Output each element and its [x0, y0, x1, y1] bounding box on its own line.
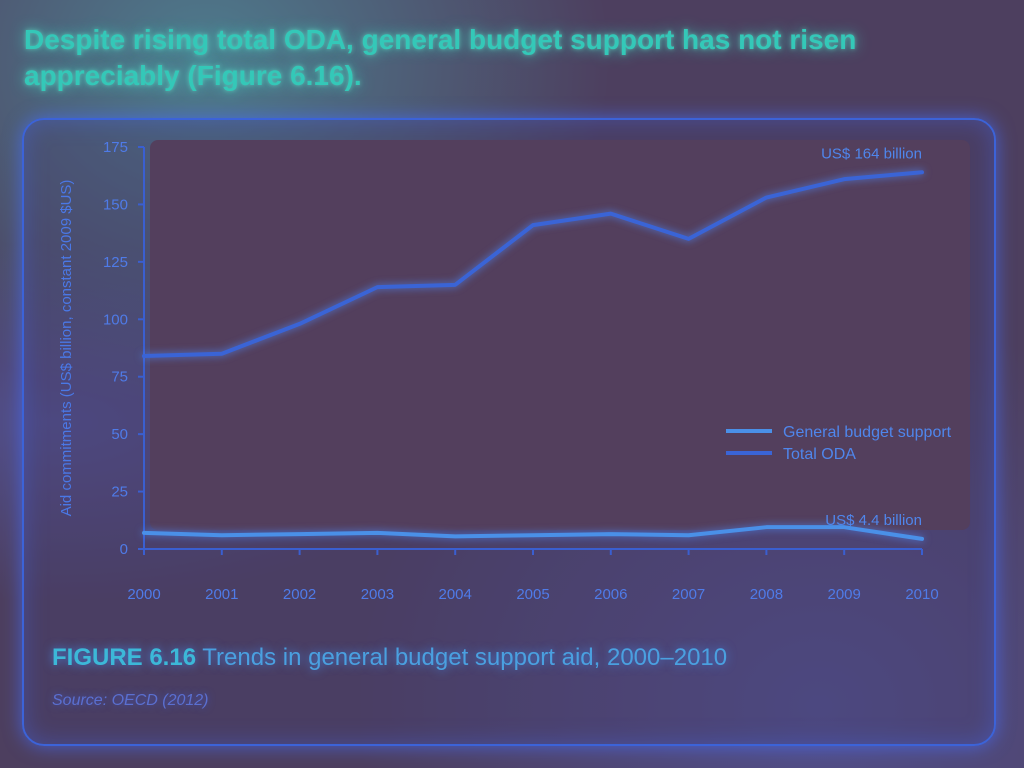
data-point-general-budget-support [453, 534, 457, 538]
figure-source: Source: OECD (2012) [52, 692, 209, 709]
figure-caption: FIGURE 6.16 Trends in general budget sup… [52, 644, 727, 672]
y-tick-label: 25 [111, 484, 128, 501]
y-axis: 0 25 50 75 100 125 150 175 Aid commitments (US$ … [58, 139, 145, 558]
x-tick-label: 2005 [516, 586, 549, 603]
data-point-total-oda [298, 322, 302, 326]
data-point-total-oda [531, 223, 535, 227]
data-point-general-budget-support [687, 533, 691, 537]
data-point-total-oda [842, 177, 846, 181]
plot-area-shade [150, 140, 970, 530]
data-point-general-budget-support [609, 532, 613, 536]
y-tick-label: 0 [120, 541, 128, 558]
data-point-general-budget-support [842, 525, 846, 529]
y-tick-label: 100 [103, 311, 128, 328]
x-tick-label: 2008 [750, 586, 783, 603]
series-line-total-oda [142, 170, 924, 359]
figure-label: FIGURE 6.16 [52, 644, 197, 671]
data-point-total-oda [375, 285, 379, 289]
x-tick-label: 2009 [828, 586, 861, 603]
y-axis-title: Aid commitments (US$ billion, constant 2… [58, 180, 75, 517]
figure-caption-text: Trends in general budget support aid, 20… [202, 644, 728, 671]
data-point-total-oda [609, 212, 613, 216]
data-point-general-budget-support [920, 537, 924, 541]
data-point-general-budget-support [375, 531, 379, 535]
x-tick-label: 2003 [361, 586, 394, 603]
data-point-general-budget-support [220, 533, 224, 537]
x-tick-label: 2000 [127, 586, 160, 603]
data-point-general-budget-support [764, 525, 768, 529]
x-tick-label: 2007 [672, 586, 705, 603]
y-tick-label: 50 [111, 426, 128, 443]
legend-label-total-oda: Total ODA [783, 446, 856, 463]
y-tick-label: 175 [103, 139, 128, 156]
page-headline: Despite rising total ODA, general budget… [24, 24, 857, 91]
x-tick-label: 2010 [905, 586, 938, 603]
data-point-total-oda [764, 196, 768, 200]
annotation-total-oda: US$ 164 billion [821, 145, 922, 162]
y-tick-label: 75 [111, 369, 128, 386]
annotation-general-budget-support: US$ 4.4 billion [825, 512, 922, 529]
data-point-total-oda [142, 354, 146, 358]
x-tick-label: 2004 [439, 586, 472, 603]
data-point-total-oda [687, 237, 691, 241]
x-tick-label: 2001 [205, 586, 238, 603]
x-tick-label: 2006 [594, 586, 627, 603]
chart-series [142, 170, 924, 541]
y-tick-label: 150 [103, 196, 128, 213]
data-point-general-budget-support [531, 533, 535, 537]
data-point-general-budget-support [298, 532, 302, 536]
data-point-total-oda [920, 170, 924, 174]
legend-label-general-budget-support: General budget support [783, 424, 952, 441]
x-tick-label: 2002 [283, 586, 316, 603]
series-line-general-budget-support [142, 525, 924, 541]
chart-annotations: US$ 164 billion US$ 4.4 billion [821, 145, 922, 529]
data-point-general-budget-support [142, 531, 146, 535]
x-axis: 2000 2001 2002 2003 2004 2005 2006 2007 2008 2009… [127, 548, 939, 603]
data-point-total-oda [453, 283, 457, 287]
data-point-total-oda [220, 352, 224, 356]
chart-legend: General budget support Total ODA [726, 424, 952, 463]
y-tick-label: 125 [103, 254, 128, 271]
